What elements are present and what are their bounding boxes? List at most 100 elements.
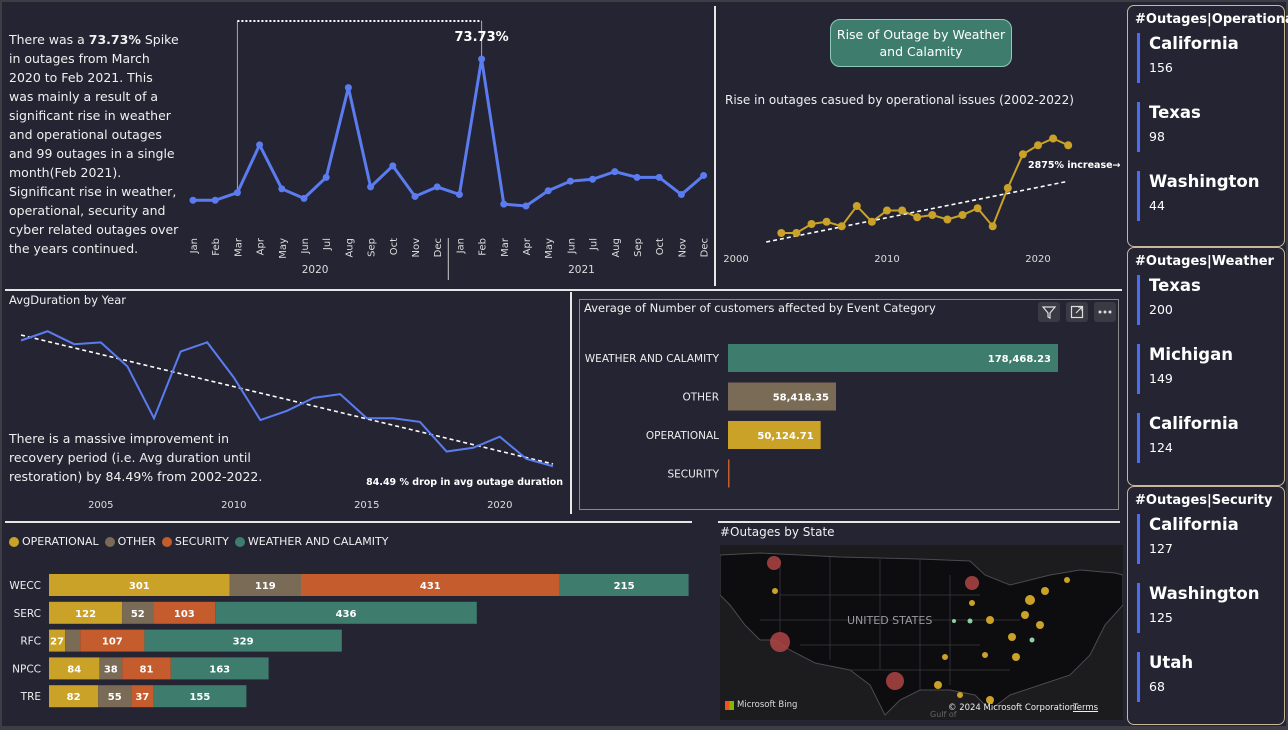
month-tick: Jan <box>189 238 200 254</box>
weather-calamity-button[interactable]: Rise of Outage by Weather and Calamity <box>830 19 1012 67</box>
stacked-segment <box>80 629 145 652</box>
filter-icon[interactable] <box>1038 302 1060 322</box>
operational-point <box>883 206 891 215</box>
outages-map[interactable]: UNITED STATES Microsoft Bing © 2024 Micr… <box>720 545 1123 720</box>
peak-annotation: 73.73% <box>455 30 509 45</box>
month-tick: Sep <box>633 238 644 257</box>
spike-text-after: Spike in outages from March 2020 to Feb … <box>9 32 179 256</box>
customer-bar-label: 178,468.23 <box>988 354 1051 365</box>
state-name: Michigan <box>1149 345 1233 364</box>
operational-point <box>913 213 922 222</box>
stacked-segment <box>215 601 477 624</box>
monthly-point <box>677 191 685 199</box>
month-tick: Feb <box>211 238 222 256</box>
month-tick: Apr <box>522 237 533 255</box>
horizontal-divider-middle <box>5 289 1122 291</box>
monthly-point <box>611 168 619 176</box>
operational-point <box>1064 141 1073 150</box>
month-tick: May <box>278 238 289 259</box>
operational-x-tick: 2010 <box>874 254 899 265</box>
operational-point <box>928 211 937 219</box>
stacked-segment <box>153 601 216 624</box>
weather-pill-label: Rise of Outage by Weather and Calamity <box>836 27 1006 59</box>
operational-point <box>958 211 967 219</box>
customer-bar <box>728 344 1058 372</box>
monthly-point <box>655 173 663 181</box>
avg-duration-description: There is a massive improvement in recove… <box>9 431 263 484</box>
category-label: WEATHER AND CALAMITY <box>585 353 720 365</box>
monthly-point <box>633 173 641 181</box>
customer-bar <box>728 421 821 449</box>
card-operational-item-3: Washington 44 <box>1137 171 1260 221</box>
stacked-segment-label: 329 <box>233 637 254 648</box>
map-country-label: UNITED STATES <box>847 614 933 627</box>
legend-label-other: OTHER <box>117 535 156 548</box>
operational-trendline <box>766 180 1069 243</box>
focus-mode-icon[interactable] <box>1066 302 1088 322</box>
monthly-point <box>500 200 508 208</box>
legend-item-other[interactable]: OTHER <box>104 535 156 548</box>
operational-point <box>943 215 952 224</box>
region-label: TRE <box>20 691 41 703</box>
month-tick: Nov <box>411 238 422 258</box>
state-name: Texas <box>1149 276 1201 295</box>
month-tick: Oct <box>389 238 400 255</box>
operational-point <box>898 206 907 215</box>
operational-rise-title: Rise in outages casued by operational is… <box>725 93 1074 107</box>
category-label: SECURITY <box>667 469 719 481</box>
bing-logo: Microsoft Bing <box>725 700 797 710</box>
state-name: California <box>1149 34 1239 53</box>
card-weather-title: #Outages|Weather <box>1135 254 1274 269</box>
state-name: California <box>1149 515 1239 534</box>
month-tick: Jun <box>300 238 311 255</box>
stacked-segment <box>99 657 123 680</box>
legend-item-weather[interactable]: WEATHER AND CALAMITY <box>234 535 388 548</box>
card-security: #Outages|Security California 127 Washingt… <box>1127 486 1285 725</box>
monthly-point <box>256 141 264 149</box>
month-tick: Oct <box>655 238 666 255</box>
operational-point <box>792 229 801 237</box>
month-tick: Mar <box>233 237 244 257</box>
card-operational-title: #Outages|Operational <box>1135 12 1288 27</box>
more-options-icon[interactable] <box>1094 302 1116 322</box>
stacked-segment-label: 155 <box>189 692 210 703</box>
stacked-segment <box>153 685 247 708</box>
stacked-chart-legend: OPERATIONAL OTHER SECURITY WEATHER AND C… <box>9 535 388 548</box>
customers-chart-frame <box>579 299 1119 510</box>
operational-point <box>852 202 861 210</box>
stacked-segment <box>49 657 100 680</box>
customer-bar <box>728 382 837 411</box>
map-terms-link[interactable]: Terms <box>1073 703 1099 713</box>
stacked-segment <box>98 685 132 708</box>
legend-item-operational[interactable]: OPERATIONAL <box>9 535 99 548</box>
region-label: WECC <box>9 580 41 592</box>
stacked-segment <box>122 657 171 680</box>
card-weather: #Outages|Weather Texas 200 Michigan 149 Ca… <box>1127 247 1285 486</box>
state-name: Utah <box>1149 653 1194 672</box>
stacked-region-chart: WECC 301 119 431 215 SERC 122 52 103 436 RFC 27 107 3… <box>9 574 689 708</box>
monthly-point <box>233 189 241 197</box>
stacked-segment-label: 119 <box>255 581 276 592</box>
customer-bar-label: 50,124.71 <box>757 431 813 442</box>
map-copyright: © 2024 Microsoft Corporation <box>948 703 1076 713</box>
legend-item-security[interactable]: SECURITY <box>161 535 229 548</box>
card-weather-item-3: California 124 <box>1137 413 1239 463</box>
horizontal-divider-bottom-left <box>5 521 692 523</box>
state-value: 44 <box>1149 198 1165 213</box>
monthly-point <box>544 187 552 195</box>
card-operational-item-2: Texas 98 <box>1137 102 1201 152</box>
month-tick: Dec <box>700 238 710 257</box>
customers-chart-title: Average of Number of customers affected … <box>584 301 936 315</box>
card-security-title: #Outages|Security <box>1135 493 1273 508</box>
duration-trendline <box>20 334 554 465</box>
year-tick: 2020 <box>302 264 329 276</box>
month-tick: Aug <box>611 238 622 258</box>
region-label: RFC <box>20 636 41 648</box>
stacked-segment <box>301 574 560 596</box>
legend-label-security: SECURITY <box>174 535 229 548</box>
duration-line <box>20 330 554 468</box>
card-security-item-2: Washington 125 <box>1137 583 1260 633</box>
operational-rise-chart: 2875% increase→ 2000 2010 2020 <box>723 134 1120 265</box>
legend-label-operational: OPERATIONAL <box>22 535 99 548</box>
operational-point <box>807 220 816 228</box>
